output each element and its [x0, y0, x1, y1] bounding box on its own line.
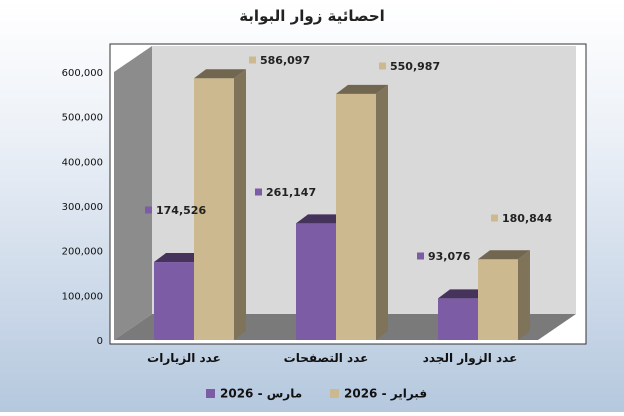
legend-swatch: [206, 389, 215, 398]
data-label-marker: [255, 188, 262, 196]
chart-title: احصائية زوار البوابة: [239, 7, 385, 25]
y-tick-label: 0: [97, 336, 103, 347]
data-label: 550,987: [390, 60, 440, 73]
y-tick-label: 600,000: [62, 68, 103, 79]
bar: [478, 259, 518, 340]
y-tick-label: 400,000: [62, 157, 103, 168]
bar-top: [478, 250, 530, 260]
category-label: عدد التصفحات: [284, 351, 369, 365]
data-label-marker: [379, 62, 386, 70]
data-label: 586,097: [260, 54, 310, 67]
category-label: عدد الزوار الجدد: [423, 351, 518, 366]
data-label: 261,147: [266, 186, 316, 199]
bar-side: [518, 250, 530, 340]
bar-top: [154, 253, 206, 263]
data-label: 180,844: [502, 212, 552, 225]
data-label-marker: [417, 252, 424, 260]
category-label: عدد الزيارات: [147, 351, 221, 365]
bar: [154, 262, 194, 340]
bar-top: [336, 84, 388, 94]
y-tick-label: 300,000: [62, 202, 103, 213]
legend-label: فبراير - 2026: [344, 387, 427, 401]
bar-top: [296, 214, 348, 224]
bar: [194, 78, 234, 340]
bar: [296, 223, 336, 340]
data-label: 174,526: [156, 204, 206, 217]
side-wall: [114, 46, 152, 340]
data-label: 93,076: [428, 250, 471, 263]
y-tick-label: 100,000: [62, 291, 103, 302]
y-tick-label: 200,000: [62, 247, 103, 258]
data-label-marker: [249, 56, 256, 64]
bar: [438, 298, 478, 340]
legend-swatch: [330, 389, 339, 398]
y-tick-label: 500,000: [62, 113, 103, 124]
legend-label: مارس - 2026: [220, 387, 302, 401]
bar-side: [376, 84, 388, 340]
bar: [336, 93, 376, 340]
data-label-marker: [145, 206, 152, 214]
bar-top: [438, 289, 490, 299]
bar-top: [194, 69, 246, 79]
bar-side: [234, 69, 246, 340]
data-label-marker: [491, 214, 498, 222]
